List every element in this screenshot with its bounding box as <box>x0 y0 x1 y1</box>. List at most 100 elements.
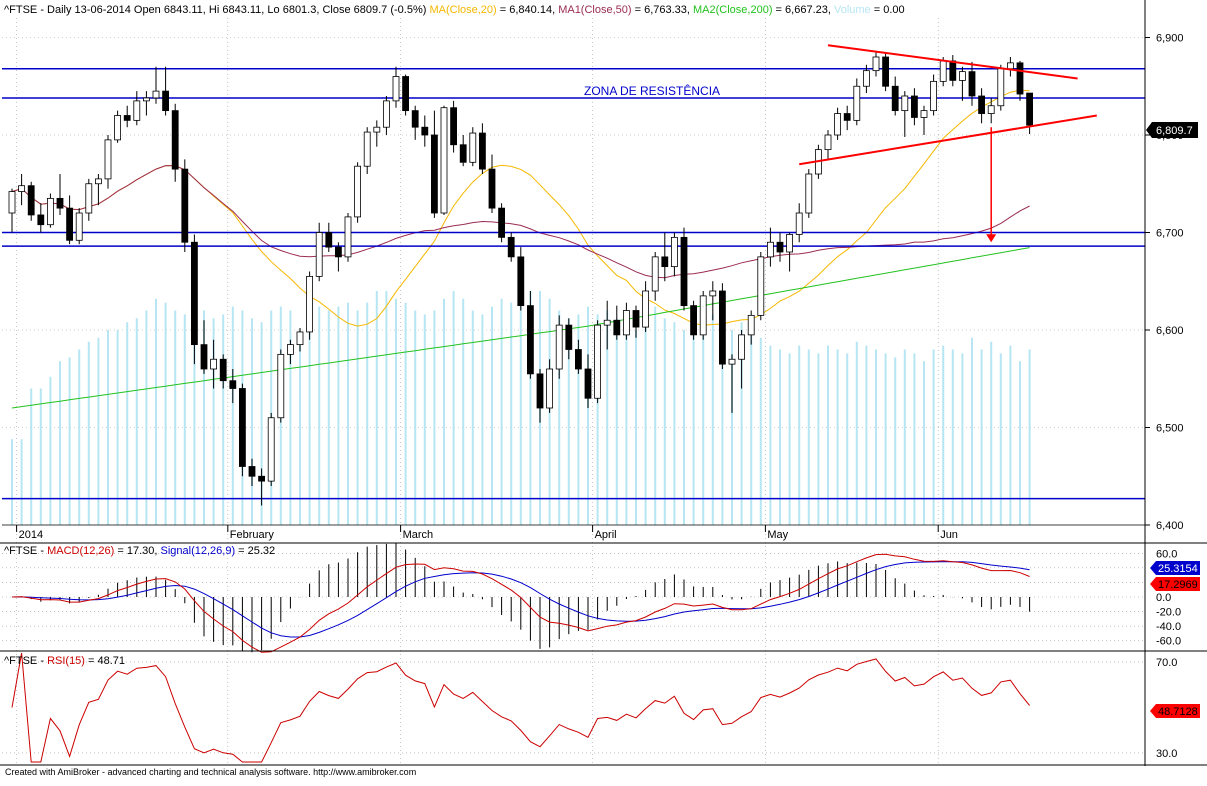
candle-body <box>805 173 813 214</box>
candle-body <box>469 132 477 163</box>
volume-bar <box>932 349 935 525</box>
volume-bar <box>11 439 13 525</box>
volume-bar <box>347 302 349 525</box>
candle-body <box>344 216 352 258</box>
rsi-last-label: 48.7128 <box>1158 706 1198 718</box>
candle-body <box>190 241 198 346</box>
header-ma20-label: MA(Close,20) <box>429 4 496 16</box>
volume-bar <box>903 349 906 525</box>
candle-body <box>843 113 851 121</box>
macd-panel <box>11 543 1031 653</box>
volume-bar <box>385 291 388 525</box>
volume-bar <box>39 388 42 525</box>
candle-body <box>661 256 669 268</box>
candle-body <box>162 90 170 112</box>
candle-body <box>795 212 803 235</box>
axes: 6,4006,5006,6006,7006,8006,9002014Februa… <box>0 0 1207 766</box>
candle-body <box>699 295 707 336</box>
candle-body <box>258 475 266 482</box>
volume-bar <box>414 310 417 525</box>
header-ma20-value: = 6,840.14, <box>497 4 558 16</box>
candle-body <box>219 358 227 382</box>
volume-bar <box>817 353 820 525</box>
rsi-header-symbol: ^FTSE <box>4 655 37 667</box>
macd-tick-label: -40.0 <box>1156 621 1181 633</box>
candle-body <box>517 256 525 307</box>
candle-body <box>18 185 26 192</box>
candle-body <box>325 232 333 248</box>
volume-bar <box>625 322 628 525</box>
macd-header: ^FTSE - MACD(12,26) = 17.30, Signal(12,2… <box>4 545 275 557</box>
candle-body <box>56 197 64 209</box>
candle-body <box>488 168 496 209</box>
header-info: - Daily 13-06-2014 Open 6843.11, Hi 6843… <box>37 4 429 16</box>
header-volume-label: Volume <box>834 4 871 16</box>
volume-bar <box>798 345 801 525</box>
candle-body <box>901 95 909 112</box>
candle-body <box>930 80 937 112</box>
volume-bar <box>155 298 157 525</box>
volume-bar <box>87 341 90 525</box>
candle-body <box>594 324 601 399</box>
macd-line <box>11 553 1030 653</box>
candle-body <box>478 132 486 170</box>
candle-body <box>411 110 419 128</box>
volume-bar <box>875 349 877 525</box>
candle-body <box>767 241 774 258</box>
header-ma50-label: MA1(Close,50) <box>558 4 631 16</box>
candle-body <box>47 197 54 226</box>
candle-body <box>402 76 410 112</box>
volume-bar <box>462 298 465 525</box>
rsi-line <box>11 652 1030 763</box>
volume-bar <box>769 345 772 525</box>
volume-bar <box>567 318 570 525</box>
candle-body <box>555 324 563 370</box>
volume-bar <box>759 337 762 525</box>
candle-body <box>546 368 553 409</box>
volume-bar <box>222 314 225 525</box>
candle-body <box>536 373 544 409</box>
candle-body <box>968 71 976 97</box>
candle-body <box>171 110 179 170</box>
volume-bar <box>635 330 637 525</box>
volume-bar <box>779 349 781 525</box>
volume-bar <box>337 306 340 525</box>
header-ma50-value: = 6,763.33, <box>632 4 693 16</box>
volume-bar <box>299 330 301 525</box>
candle-body <box>334 246 342 258</box>
candle-body <box>584 368 592 399</box>
volume-bar <box>971 337 973 525</box>
candle-body <box>123 115 131 121</box>
volume-bar <box>558 310 561 525</box>
price-tick-label: 6,600 <box>1156 325 1184 337</box>
volume-bar <box>596 314 599 525</box>
volume-bar <box>654 306 657 525</box>
candle-body <box>853 85 861 121</box>
volume-bar <box>827 345 829 525</box>
signal-line <box>11 561 1030 638</box>
volume-bar <box>913 353 916 525</box>
volume-bar <box>471 310 474 525</box>
candle-body <box>603 319 611 326</box>
volume-bar <box>289 310 292 525</box>
candle-body <box>623 310 630 336</box>
volume-bar <box>327 310 330 525</box>
volume-bar <box>644 314 647 525</box>
resistance-zone-annotation: ZONA DE RESISTÊNCIA <box>584 83 720 98</box>
volume-bar <box>500 298 503 525</box>
volume-bar <box>116 330 119 525</box>
candle-body <box>507 236 515 258</box>
candle-body <box>642 290 649 328</box>
candle-body <box>354 165 362 218</box>
candle-body <box>911 95 918 118</box>
last-close-label: 6,809.7 <box>1156 125 1193 137</box>
volume-bar <box>251 318 253 525</box>
price-candles <box>8 52 1033 506</box>
macd-last-label: 17.2969 <box>1158 579 1198 591</box>
volume-bar <box>164 302 167 525</box>
candle-body <box>229 380 237 389</box>
candle-body <box>565 324 573 350</box>
volume-bar <box>606 310 609 525</box>
volume-bar <box>203 310 205 525</box>
